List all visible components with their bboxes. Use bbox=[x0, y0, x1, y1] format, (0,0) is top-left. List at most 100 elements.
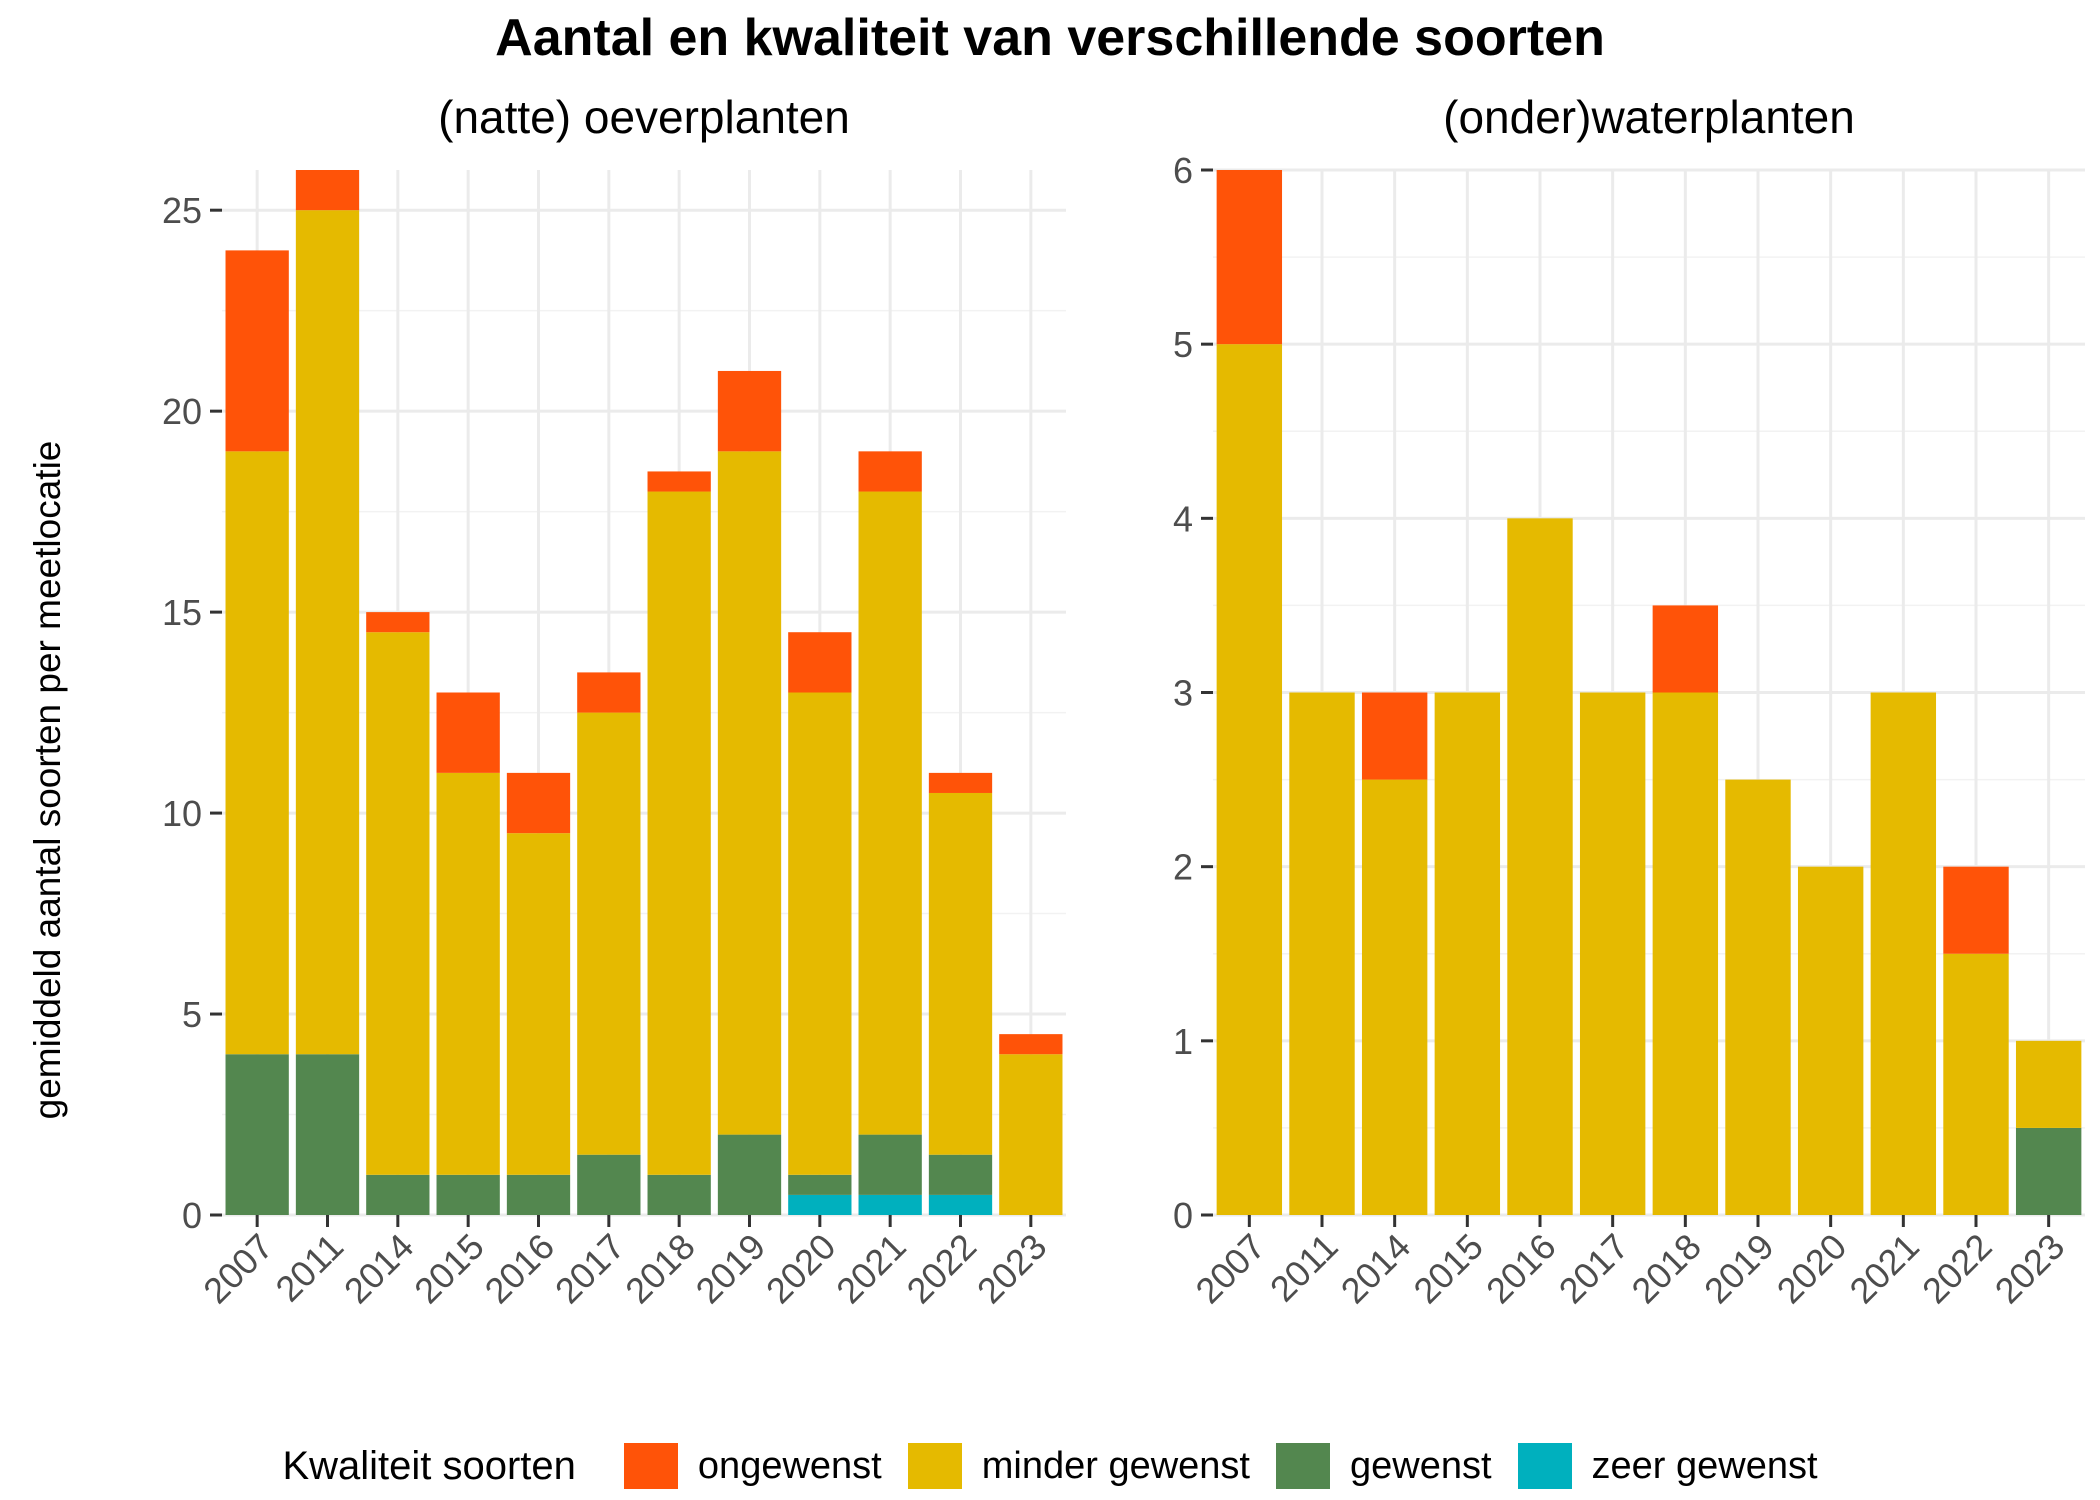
x-tick-label: 2017 bbox=[547, 1226, 633, 1312]
bar-gewenst-2023 bbox=[2015, 1127, 2082, 1215]
legend: Kwaliteit soorten ongewenst minder gewen… bbox=[0, 1436, 2100, 1496]
bar-gewenst-2018 bbox=[647, 1174, 711, 1215]
bar-ongewenst-2007 bbox=[225, 250, 289, 452]
bar-ongewenst-2022 bbox=[1943, 866, 2009, 954]
x-tick-label: 2019 bbox=[688, 1226, 774, 1312]
legend-label: gewenst bbox=[1349, 1444, 1492, 1487]
y-tick-label: 15 bbox=[162, 592, 202, 633]
x-tick-label: 2018 bbox=[1623, 1226, 1709, 1312]
x-tick-label: 2011 bbox=[267, 1226, 351, 1310]
x-tick-label: 2014 bbox=[336, 1226, 422, 1312]
x-tick-label: 2011 bbox=[1262, 1226, 1346, 1310]
x-tick-label: 2015 bbox=[1405, 1226, 1491, 1312]
x-tick-label: 2022 bbox=[1914, 1226, 2000, 1312]
chart-canvas: (natte) oeverplanten05101520252007201120… bbox=[162, 91, 2085, 1311]
bar-minder-gewenst-2017 bbox=[577, 712, 641, 1155]
bar-ongewenst-2011 bbox=[295, 170, 360, 211]
y-tick-label: 5 bbox=[182, 994, 202, 1035]
bar-minder-gewenst-2020 bbox=[788, 692, 852, 1175]
bar-minder-gewenst-2018 bbox=[1652, 692, 1719, 1215]
y-tick-label: 20 bbox=[162, 391, 202, 432]
bar-zeer-gewenst-2021 bbox=[858, 1194, 922, 1215]
y-tick-label: 0 bbox=[1173, 1195, 1193, 1236]
bar-minder-gewenst-2015 bbox=[1434, 692, 1501, 1215]
legend-swatch-zeer-gewenst bbox=[1517, 1443, 1572, 1489]
legend-item-ongewenst: ongewenst bbox=[623, 1443, 882, 1489]
x-tick-label: 2018 bbox=[617, 1226, 703, 1312]
legend-label: zeer gewenst bbox=[1591, 1444, 1818, 1487]
x-tick-label: 2016 bbox=[1478, 1226, 1564, 1312]
x-tick-label: 2021 bbox=[1841, 1226, 1927, 1312]
bar-gewenst-2017 bbox=[577, 1154, 641, 1215]
x-tick-label: 2022 bbox=[899, 1226, 985, 1312]
bar-gewenst-2011 bbox=[295, 1054, 360, 1215]
y-tick-label: 10 bbox=[162, 793, 202, 834]
bar-ongewenst-2022 bbox=[928, 772, 993, 793]
legend-label: minder gewenst bbox=[981, 1444, 1250, 1487]
bar-gewenst-2007 bbox=[225, 1054, 289, 1215]
legend-swatch-minder-gewenst bbox=[907, 1443, 962, 1489]
y-tick-label: 2 bbox=[1173, 847, 1193, 888]
chart-title: Aantal en kwaliteit van verschillende so… bbox=[495, 9, 1605, 67]
bar-minder-gewenst-2007 bbox=[1216, 344, 1283, 1216]
bar-minder-gewenst-2021 bbox=[1870, 692, 1937, 1215]
x-tick-label: 2014 bbox=[1333, 1226, 1419, 1312]
x-tick-label: 2020 bbox=[1769, 1226, 1855, 1312]
bar-minder-gewenst-2018 bbox=[647, 491, 711, 1175]
bar-minder-gewenst-2020 bbox=[1797, 866, 1864, 1215]
legend-item-minder-gewenst: minder gewenst bbox=[907, 1443, 1250, 1489]
y-tick-label: 25 bbox=[162, 190, 202, 231]
x-tick-label: 2020 bbox=[758, 1226, 844, 1312]
y-tick-label: 3 bbox=[1173, 673, 1193, 714]
x-tick-label: 2021 bbox=[828, 1226, 914, 1312]
y-tick-label: 5 bbox=[1173, 324, 1193, 365]
legend-title: Kwaliteit soorten bbox=[282, 1443, 576, 1488]
bar-ongewenst-2021 bbox=[858, 451, 922, 492]
bar-ongewenst-2014 bbox=[366, 612, 430, 633]
bar-ongewenst-2015 bbox=[436, 692, 500, 773]
bar-minder-gewenst-2022 bbox=[1943, 953, 2009, 1215]
bar-zeer-gewenst-2022 bbox=[928, 1194, 993, 1215]
bar-gewenst-2020 bbox=[788, 1174, 852, 1195]
bar-ongewenst-2020 bbox=[788, 632, 852, 693]
bar-minder-gewenst-2019 bbox=[1725, 779, 1791, 1215]
panel-subtitle: (onder)waterplanten bbox=[1443, 91, 1855, 143]
panel-subtitle: (natte) oeverplanten bbox=[438, 91, 850, 143]
panel-2: (onder)waterplanten012345620072011201420… bbox=[1173, 91, 2085, 1311]
x-tick-label: 2016 bbox=[477, 1226, 563, 1312]
x-tick-label: 2019 bbox=[1696, 1226, 1782, 1312]
legend-label: ongewenst bbox=[697, 1444, 882, 1487]
bar-gewenst-2015 bbox=[436, 1174, 500, 1215]
legend-item-gewenst: gewenst bbox=[1275, 1443, 1492, 1489]
panel-1: (natte) oeverplanten05101520252007201120… bbox=[162, 91, 1066, 1311]
bar-minder-gewenst-2016 bbox=[1507, 518, 1573, 1215]
bar-minder-gewenst-2014 bbox=[366, 632, 430, 1175]
y-tick-label: 0 bbox=[182, 1195, 202, 1236]
legend-item-zeer-gewenst: zeer gewenst bbox=[1517, 1443, 1818, 1489]
bar-ongewenst-2016 bbox=[506, 772, 571, 834]
bar-minder-gewenst-2014 bbox=[1361, 779, 1428, 1215]
bar-ongewenst-2023 bbox=[999, 1034, 1063, 1055]
x-tick-label: 2015 bbox=[406, 1226, 492, 1312]
bar-minder-gewenst-2017 bbox=[1579, 692, 1646, 1215]
bar-minder-gewenst-2019 bbox=[717, 451, 782, 1135]
bar-ongewenst-2019 bbox=[717, 370, 782, 452]
bar-ongewenst-2018 bbox=[1652, 605, 1719, 693]
x-tick-label: 2023 bbox=[969, 1226, 1055, 1312]
bar-zeer-gewenst-2020 bbox=[788, 1194, 852, 1215]
bar-gewenst-2019 bbox=[717, 1134, 782, 1215]
bar-minder-gewenst-2015 bbox=[436, 772, 500, 1175]
bar-ongewenst-2017 bbox=[577, 672, 641, 713]
bar-minder-gewenst-2022 bbox=[928, 792, 993, 1155]
bar-minder-gewenst-2011 bbox=[295, 210, 360, 1055]
bar-ongewenst-2018 bbox=[647, 471, 711, 492]
bar-minder-gewenst-2011 bbox=[1289, 692, 1355, 1215]
bar-gewenst-2022 bbox=[928, 1154, 993, 1195]
x-tick-label: 2023 bbox=[1987, 1226, 2073, 1312]
bar-minder-gewenst-2023 bbox=[999, 1054, 1063, 1215]
legend-swatch-ongewenst bbox=[623, 1443, 678, 1489]
y-tick-label: 6 bbox=[1173, 150, 1193, 191]
bar-minder-gewenst-2023 bbox=[2015, 1040, 2082, 1128]
bar-ongewenst-2014 bbox=[1361, 692, 1428, 780]
bar-minder-gewenst-2021 bbox=[858, 491, 922, 1135]
